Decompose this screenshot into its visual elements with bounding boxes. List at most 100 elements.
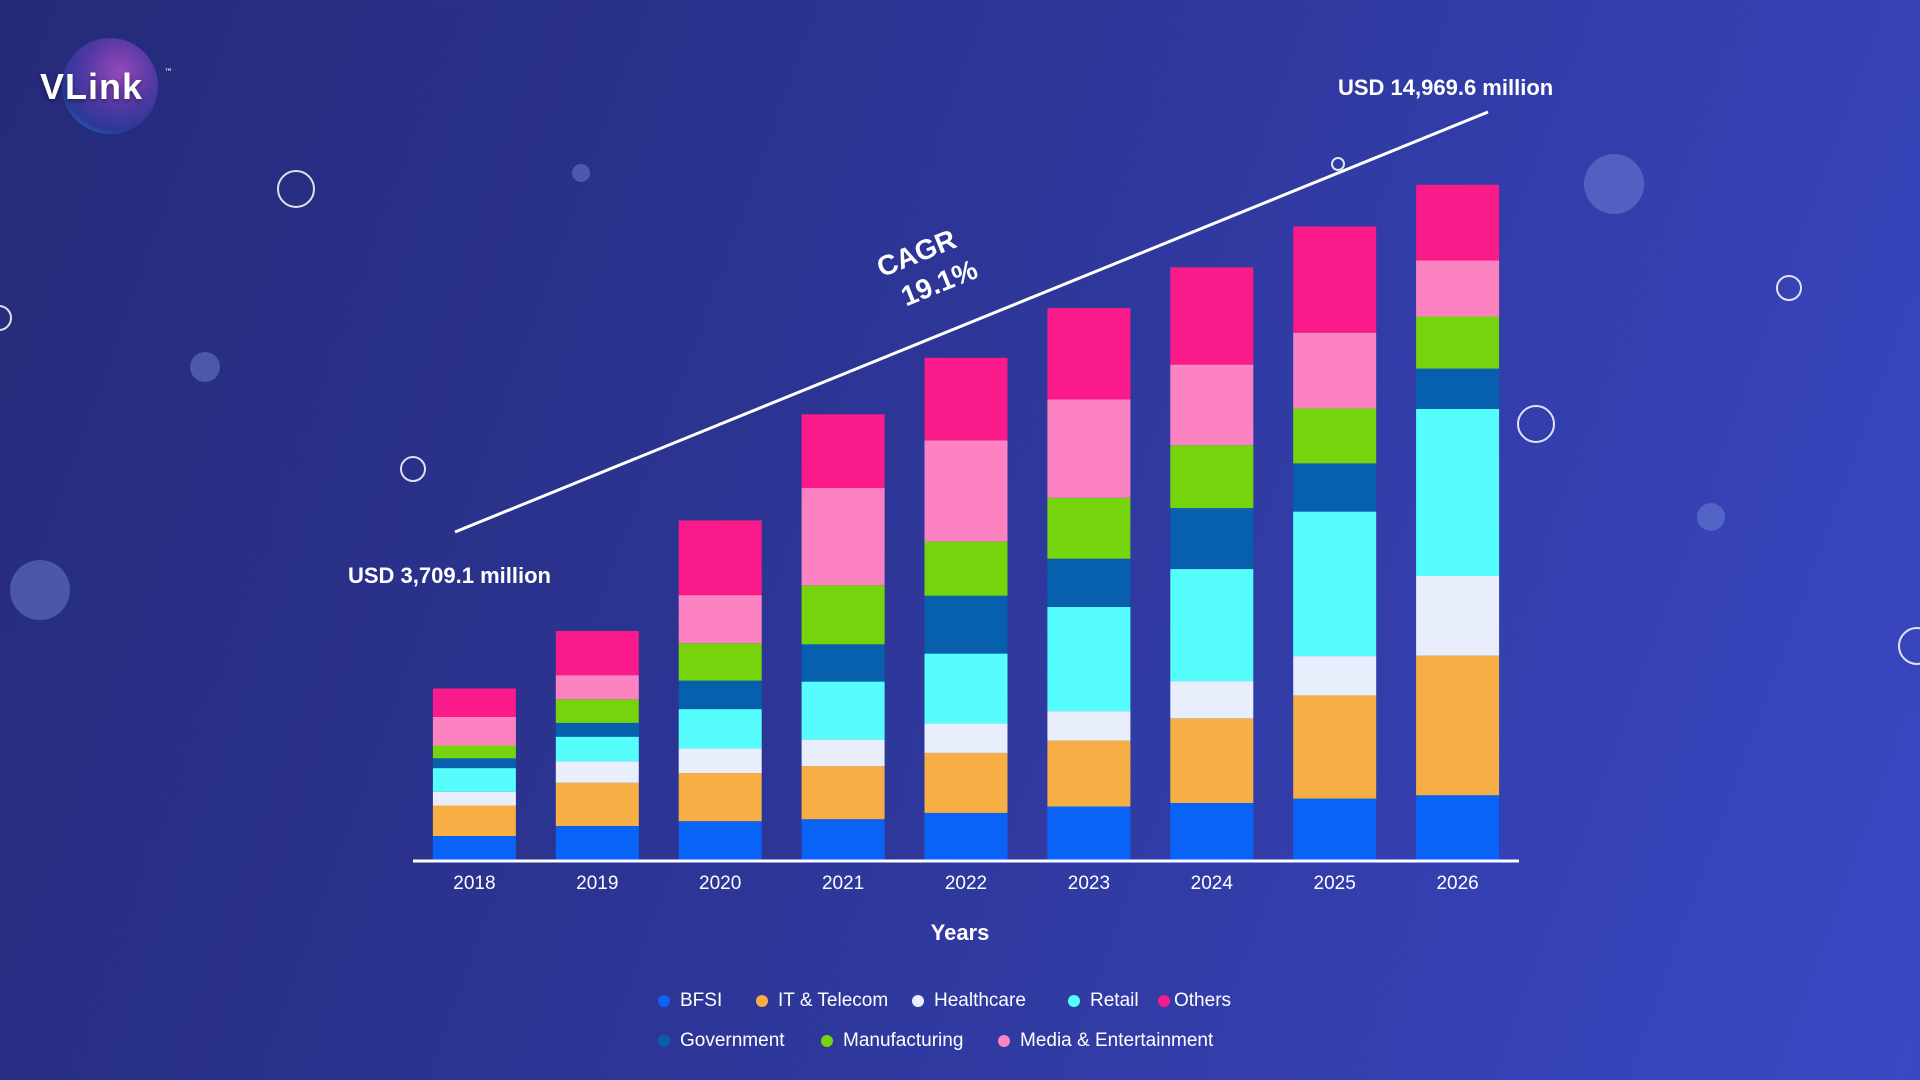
legend-item-retail: Retail	[1068, 990, 1139, 1012]
bar-segment-2019-1	[555, 782, 639, 826]
x-tick-label: 2019	[576, 873, 618, 894]
decor-bubble	[572, 164, 590, 182]
legend-dot	[658, 995, 670, 1007]
bar-segment-2025-1	[1293, 695, 1377, 799]
legend-row-2: Government Manufacturing Media & Enterta…	[0, 1030, 1920, 1054]
decor-bubble	[1584, 154, 1644, 214]
bar-segment-2020-6	[678, 595, 762, 644]
bar-segment-2024-6	[1170, 364, 1254, 446]
legend-dot	[658, 1035, 670, 1047]
decor-bubble	[190, 352, 220, 382]
start-value-label: USD 3,709.1 million	[348, 563, 551, 588]
bar-segment-2021-7	[801, 414, 885, 488]
legend-dot	[821, 1035, 833, 1047]
bar-segment-2025-5	[1293, 408, 1377, 464]
bar-segment-2019-6	[555, 675, 639, 700]
bar-segment-2022-6	[924, 440, 1008, 542]
bar-segment-2025-2	[1293, 656, 1377, 696]
legend-dot	[1068, 995, 1080, 1007]
x-tick-label: 2022	[945, 873, 987, 894]
bar-segment-2024-4	[1170, 508, 1254, 569]
brand-logo: VLink ™	[40, 38, 200, 138]
bar-segment-2020-1	[678, 773, 762, 822]
bar-segment-2026-1	[1416, 655, 1500, 796]
legend-item-healthcare: Healthcare	[912, 990, 1026, 1012]
bar-segment-2022-0	[924, 812, 1008, 860]
bar-segment-2018-2	[432, 791, 516, 806]
x-axis-title: Years	[931, 920, 990, 945]
legend-dot	[998, 1035, 1010, 1047]
globe-icon	[62, 38, 158, 134]
decor-bubble	[1331, 157, 1345, 171]
bar-segment-2018-0	[432, 835, 516, 860]
bar-segment-2024-1	[1170, 718, 1254, 803]
legend-label: Media & Entertainment	[1020, 1030, 1214, 1051]
bar-segment-2022-3	[924, 653, 1008, 724]
legend-dot	[912, 995, 924, 1007]
bar-segment-2026-0	[1416, 795, 1500, 860]
bar-segment-2020-2	[678, 748, 762, 773]
bar-segment-2026-2	[1416, 576, 1500, 656]
bar-segment-2026-5	[1416, 316, 1500, 369]
bar-segment-2022-1	[924, 752, 1008, 813]
bar-segment-2024-5	[1170, 445, 1254, 509]
legend-item-bfsi: BFSI	[658, 990, 722, 1012]
legend-label: Healthcare	[934, 990, 1026, 1011]
bar-segment-2018-3	[432, 768, 516, 792]
x-tick-label: 2025	[1314, 873, 1356, 894]
bar-segment-2023-3	[1047, 606, 1131, 712]
decor-bubble	[277, 170, 315, 208]
bar-segment-2023-1	[1047, 740, 1131, 807]
decor-bubble	[1776, 275, 1802, 301]
bar-segment-2022-5	[924, 541, 1008, 596]
end-value-label: USD 14,969.6 million	[1338, 75, 1553, 100]
bar-segment-2019-3	[555, 736, 639, 762]
bar-segment-2018-5	[432, 745, 516, 759]
bar-segment-2020-5	[678, 643, 762, 681]
bar-segment-2023-4	[1047, 558, 1131, 607]
bar-segment-2021-6	[801, 488, 885, 586]
bar-segment-2021-1	[801, 766, 885, 820]
cagr-trend-line	[454, 110, 1489, 534]
bar-segment-2020-7	[678, 520, 762, 596]
decor-bubble	[1697, 503, 1725, 531]
bar-segment-2020-0	[678, 821, 762, 860]
bar-segment-2026-7	[1416, 184, 1500, 261]
legend-item-government: Government	[658, 1030, 785, 1052]
bar-segment-2021-4	[801, 644, 885, 682]
legend-label: Retail	[1090, 990, 1139, 1011]
bar-segment-2021-3	[801, 681, 885, 740]
legend-item-it-telecom: IT & Telecom	[756, 990, 888, 1012]
legend-item-media-entertainment: Media & Entertainment	[998, 1030, 1213, 1052]
bar-segment-2026-4	[1416, 368, 1500, 409]
bar-segment-2018-1	[432, 805, 516, 836]
bar-segment-2018-4	[432, 758, 516, 769]
bar-segment-2023-6	[1047, 399, 1131, 498]
bar-segment-2020-3	[678, 709, 762, 749]
bar-segment-2023-7	[1047, 308, 1131, 400]
bar-segment-2023-2	[1047, 711, 1131, 741]
bar-segment-2021-0	[801, 819, 885, 860]
bar-segment-2023-5	[1047, 497, 1131, 559]
bar-segment-2019-0	[555, 826, 639, 860]
bar-segment-2025-3	[1293, 511, 1377, 657]
bar-segment-2021-2	[801, 739, 885, 767]
bar-segment-2025-4	[1293, 463, 1377, 512]
x-tick-label: 2023	[1068, 873, 1110, 894]
legend-item-manufacturing: Manufacturing	[821, 1030, 963, 1052]
legend-item-others: Others	[1158, 990, 1231, 1012]
bar-segment-2022-4	[924, 595, 1008, 654]
bar-segment-2023-0	[1047, 806, 1131, 860]
bar-segment-2024-2	[1170, 681, 1254, 719]
legend-label: IT & Telecom	[778, 990, 889, 1011]
bar-segment-2025-6	[1293, 332, 1377, 409]
legend-dot	[756, 995, 768, 1007]
decor-bubble	[10, 560, 70, 620]
x-tick-label: 2018	[453, 873, 495, 894]
bar-segment-2026-6	[1416, 260, 1500, 317]
bar-segment-2019-4	[555, 722, 639, 737]
legend-label: Government	[680, 1030, 785, 1051]
decor-bubble	[400, 456, 426, 482]
legend-dot	[1158, 995, 1170, 1007]
